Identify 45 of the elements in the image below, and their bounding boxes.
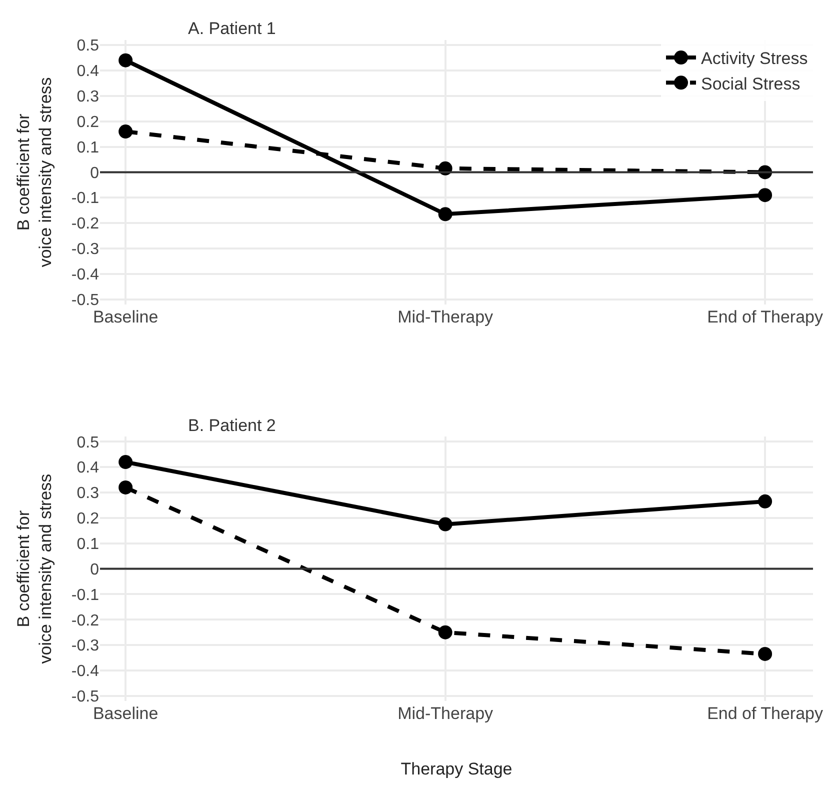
y-axis-title: B coefficient for voice intensity and stress — [14, 77, 55, 268]
y-tick-label: -0.4 — [71, 663, 100, 680]
y-tick-label: -0.3 — [71, 241, 100, 258]
y-tick-label: 0.4 — [76, 460, 100, 477]
y-tick-label: -0.1 — [71, 586, 100, 604]
y-axis-title: B coefficient for voice intensity and stress — [14, 474, 55, 664]
y-tick-label: 0 — [90, 561, 100, 578]
y-tick-label: -0.3 — [71, 638, 100, 655]
point — [118, 455, 133, 470]
y-tick-label: -0.5 — [71, 688, 100, 706]
point — [438, 625, 452, 640]
y-tick-label: 0.4 — [76, 63, 100, 80]
x-tick-label: Baseline — [92, 704, 158, 723]
y-tick-label: 0.3 — [76, 88, 100, 106]
y-tick-label: 0 — [90, 164, 100, 182]
y-tick-label: 0.2 — [76, 114, 100, 131]
point — [758, 646, 772, 661]
x-tick-label: Mid-Therapy — [398, 704, 494, 723]
legend-label: Activity Stress — [701, 49, 808, 68]
x-tick-label: End of Therapy — [707, 307, 824, 326]
y-tick-label: -0.1 — [71, 190, 100, 208]
y-tick-label: -0.5 — [71, 292, 100, 309]
point — [758, 188, 772, 202]
x-tick-label: Mid-Therapy — [398, 307, 494, 326]
point — [438, 207, 452, 222]
point — [118, 53, 133, 68]
x-tick-label: Baseline — [92, 307, 158, 326]
y-tick-label: 0.1 — [76, 139, 100, 156]
chart-title: B. Patient 2 — [188, 416, 276, 435]
point — [118, 480, 133, 494]
point — [438, 517, 452, 532]
y-tick-label: 0.3 — [76, 485, 100, 502]
legend-label: Social Stress — [701, 74, 800, 94]
point — [118, 124, 133, 139]
point — [758, 494, 772, 508]
y-tick-label: 0.1 — [76, 536, 100, 553]
y-tick-label: 0.5 — [76, 434, 100, 452]
x-axis-title: Therapy Stage — [400, 759, 512, 778]
y-tick-label: 0.2 — [76, 510, 100, 528]
y-tick-label: -0.4 — [71, 266, 100, 284]
y-tick-label: 0.5 — [76, 38, 100, 55]
x-tick-label: End of Therapy — [707, 704, 824, 723]
chart-title: A. Patient 1 — [188, 19, 276, 38]
y-tick-label: -0.2 — [71, 216, 100, 233]
y-tick-label: -0.2 — [71, 612, 100, 630]
